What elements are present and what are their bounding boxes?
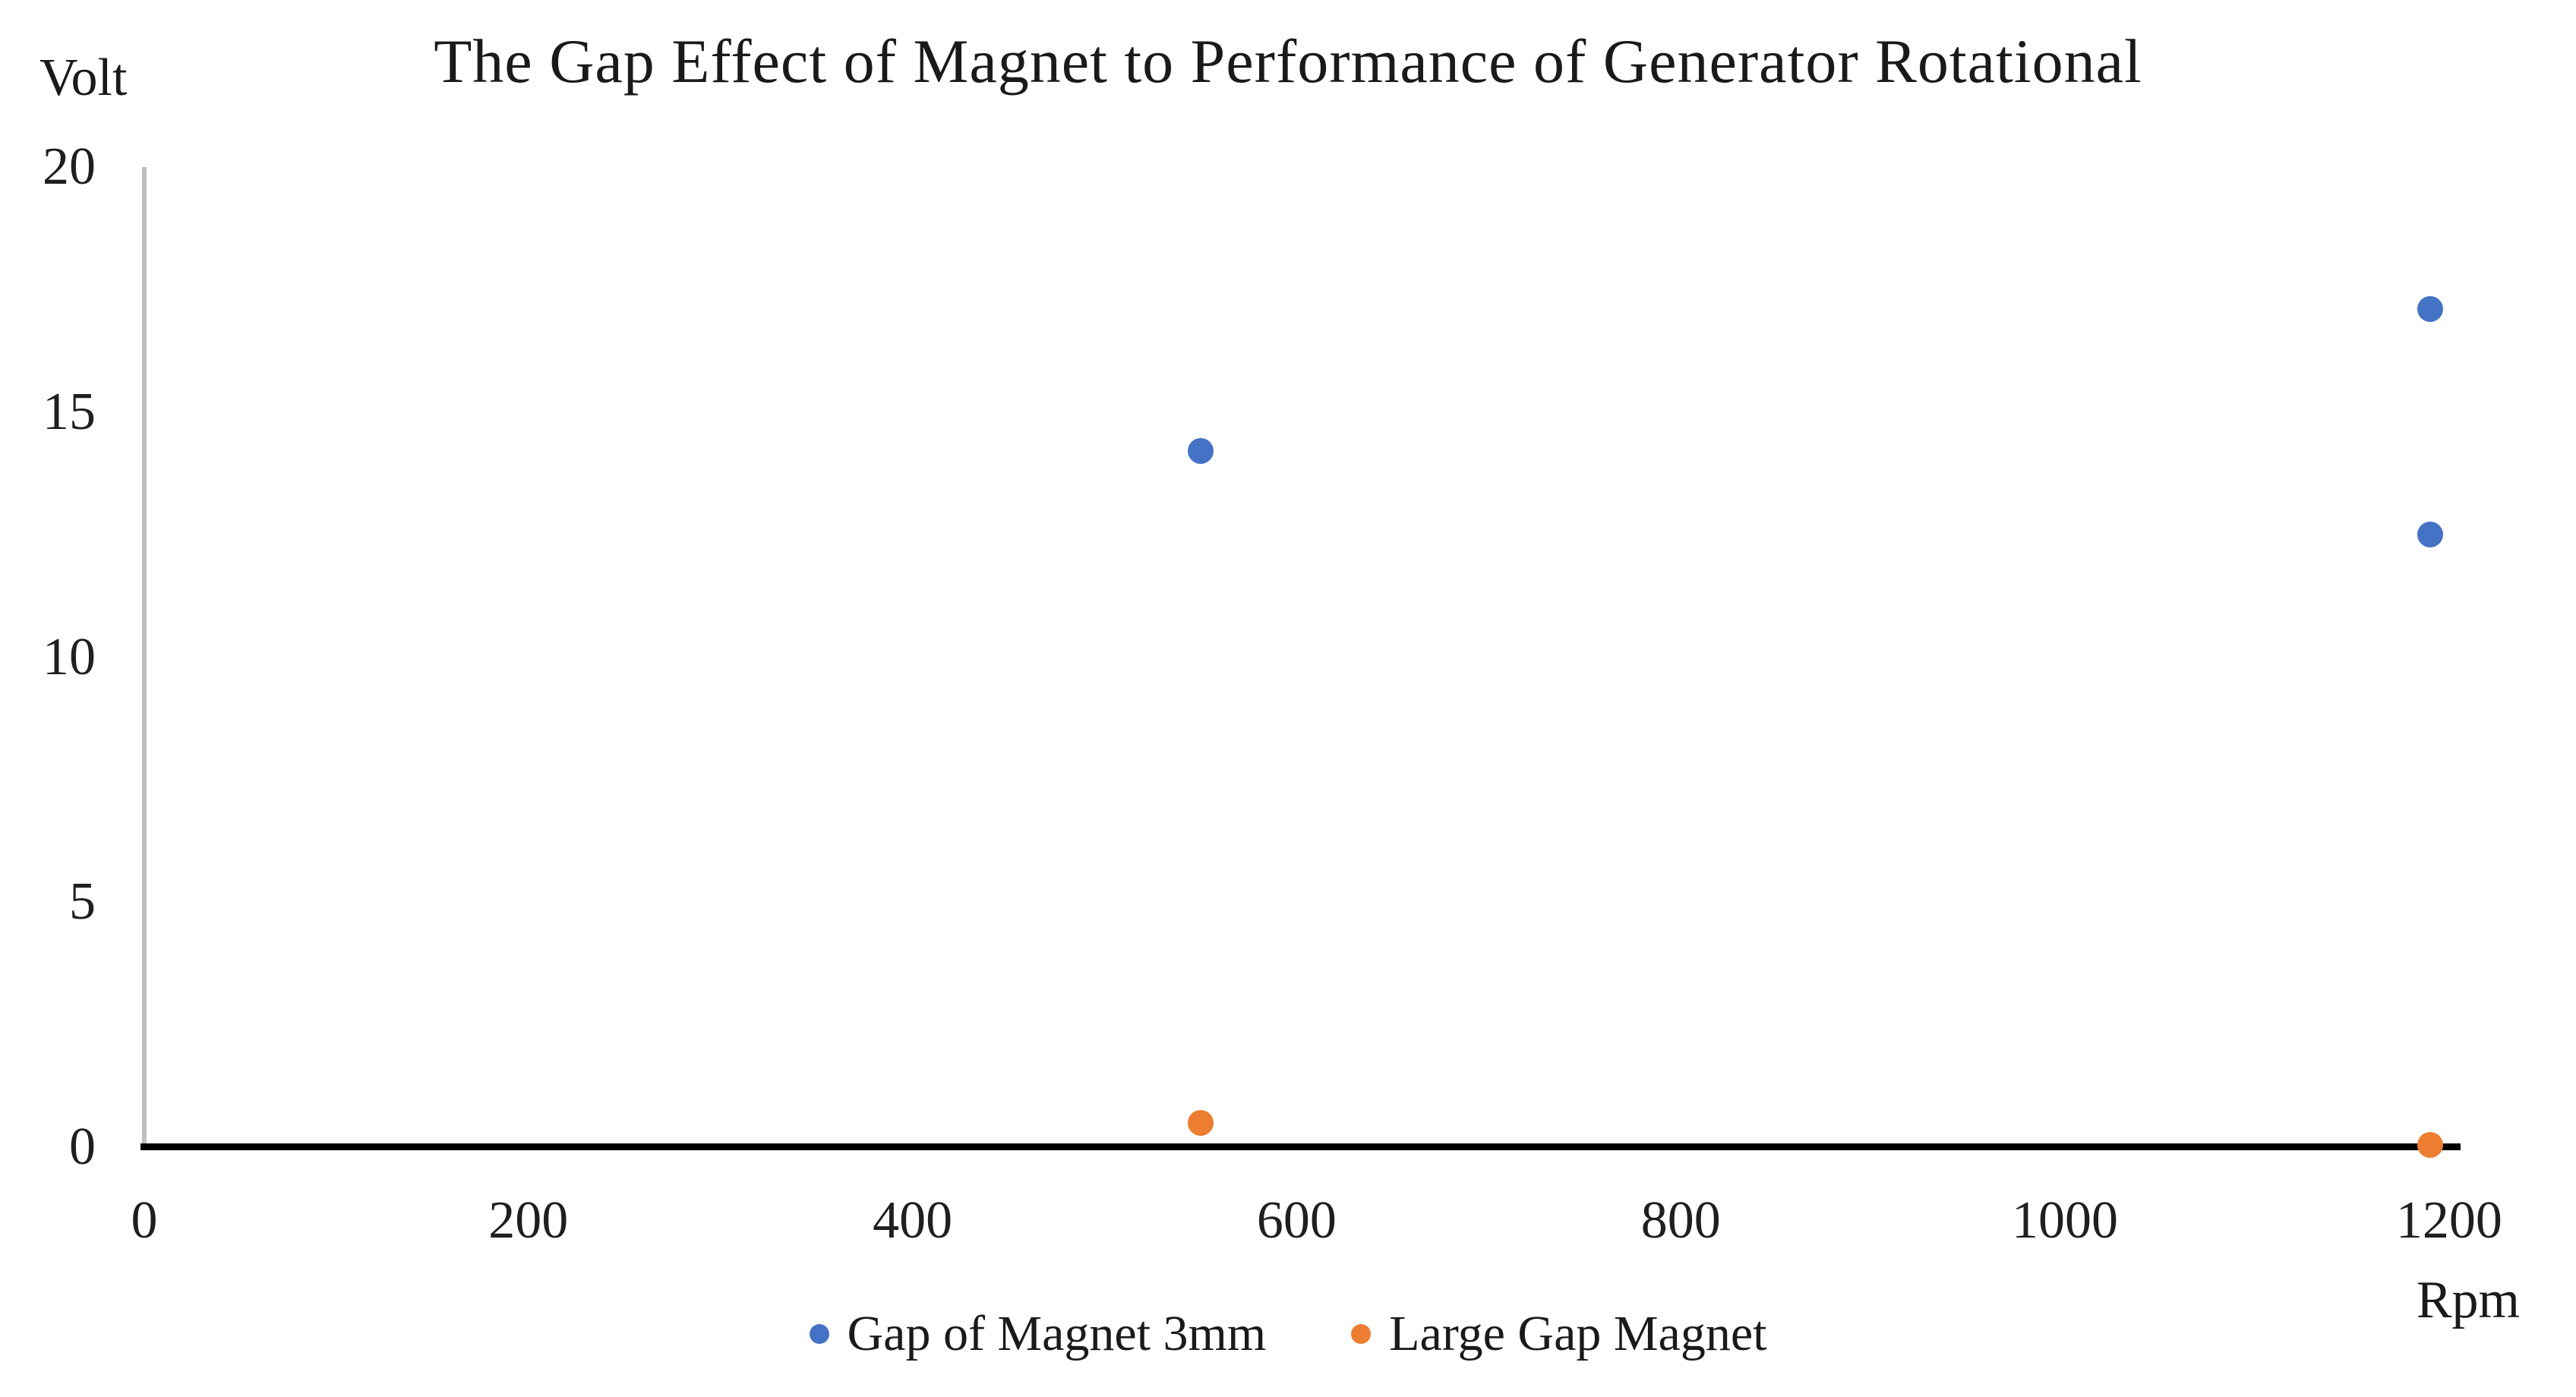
- legend-marker-icon: [1351, 1324, 1372, 1344]
- legend-item: Large Gap Magnet: [1351, 1301, 1766, 1367]
- x-tick-label: 400: [873, 1191, 953, 1250]
- y-tick-label: 15: [43, 382, 96, 441]
- y-axis-unit-label: Volt: [39, 49, 128, 107]
- y-tick-label: 5: [69, 872, 96, 932]
- x-tick-label: 1000: [2012, 1191, 2119, 1250]
- x-tick-label: 800: [1640, 1191, 1721, 1250]
- legend: Gap of Magnet 3mm Large Gap Magnet: [0, 1301, 2576, 1367]
- y-axis-line: [142, 167, 147, 1147]
- x-tick-label: 600: [1256, 1191, 1337, 1250]
- legend-label: Large Gap Magnet: [1389, 1306, 1767, 1361]
- y-tick-label: 0: [69, 1118, 96, 1176]
- y-tick-label: 10: [43, 627, 96, 686]
- y-tick-label: 20: [43, 137, 96, 196]
- x-tick-label: 1200: [2395, 1191, 2502, 1250]
- data-point: [2417, 296, 2443, 323]
- x-tick-label: 0: [131, 1191, 158, 1250]
- data-point: [1187, 438, 1214, 465]
- legend-label: Gap of Magnet 3mm: [847, 1306, 1267, 1361]
- x-tick-label: 200: [488, 1191, 569, 1250]
- data-point: [2417, 522, 2443, 548]
- plot-area: [140, 167, 2461, 1158]
- chart-title: The Gap Effect of Magnet to Performance …: [434, 27, 2142, 96]
- legend-marker-icon: [809, 1324, 829, 1344]
- x-axis-unit-label: Rpm: [2416, 1271, 2520, 1329]
- legend-item: Gap of Magnet 3mm: [809, 1301, 1267, 1367]
- x-axis-line: [140, 1143, 2461, 1150]
- data-point: [2417, 1131, 2443, 1158]
- data-point: [1187, 1109, 1214, 1136]
